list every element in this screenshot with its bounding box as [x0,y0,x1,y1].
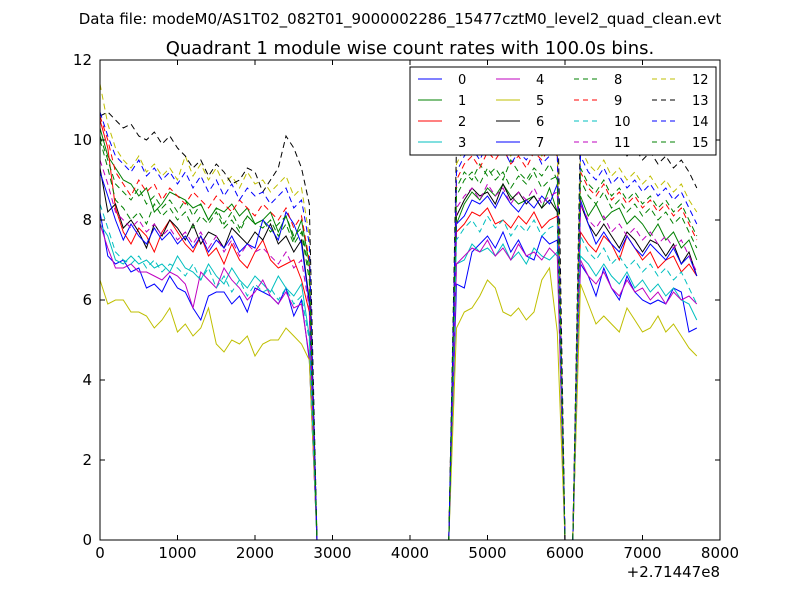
legend-label-7: 7 [536,136,544,151]
figure-suptitle: Data file: modeM0/AS1T02_082T01_90000022… [79,10,722,29]
legend-label-5: 5 [536,94,544,109]
y-tick-label: 12 [73,51,92,69]
y-tick-label: 2 [82,451,92,469]
series-line-3 [99,223,698,541]
x-tick-label: 3000 [313,544,351,562]
legend-label-15: 15 [692,136,709,151]
legend-label-8: 8 [614,73,622,88]
legend-label-2: 2 [458,115,466,130]
legend-label-11: 11 [614,136,631,151]
legend-label-4: 4 [536,73,544,88]
series-line-14 [99,111,698,541]
series-line-15 [99,135,698,541]
legend-label-13: 13 [692,94,709,109]
series-line-6 [99,167,698,541]
x-tick-label: 4000 [391,544,429,562]
series-line-9 [99,115,698,541]
y-tick-label: 4 [82,371,92,389]
series-line-1 [99,127,698,541]
legend-label-10: 10 [614,115,631,130]
x-tick-label: 5000 [468,544,506,562]
x-tick-label: 6000 [546,544,584,562]
x-tick-label: 2000 [236,544,274,562]
x-tick-label: 1000 [158,544,196,562]
y-tick-label: 10 [73,131,92,149]
axis-ticks: 0 1000 2000 3000 4000 5000 6000 7000 80000246810… [73,51,739,562]
x-tick-label: 7000 [623,544,661,562]
series-line-7 [99,171,698,541]
legend-label-1: 1 [458,94,466,109]
x-tick-label: 8000 [701,544,739,562]
x-tick-label: 0 [95,544,105,562]
series-line-2 [99,119,698,541]
y-tick-label: 0 [82,531,92,549]
legend-label-12: 12 [692,73,709,88]
series-line-5 [99,266,698,541]
y-tick-label: 6 [82,291,92,309]
legend-label-9: 9 [614,94,622,109]
legend-label-6: 6 [536,115,544,130]
series-line-0 [99,211,698,541]
legend-box [409,66,717,156]
chart-title: Quadrant 1 module wise count rates with … [166,38,655,59]
series-line-4 [99,223,698,541]
series-line-8 [99,139,698,541]
series-line-11 [99,159,698,541]
legend-label-0: 0 [458,73,466,88]
series-line-10 [99,203,698,541]
legend-label-14: 14 [692,115,709,130]
y-tick-label: 8 [82,211,92,229]
legend-label-3: 3 [458,136,466,151]
x-offset-label: +2.71447e8 [627,563,720,581]
